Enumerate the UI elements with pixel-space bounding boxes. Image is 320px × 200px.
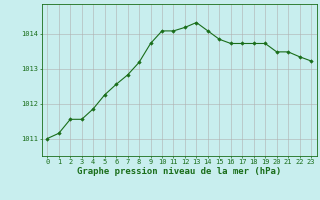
X-axis label: Graphe pression niveau de la mer (hPa): Graphe pression niveau de la mer (hPa) [77,167,281,176]
